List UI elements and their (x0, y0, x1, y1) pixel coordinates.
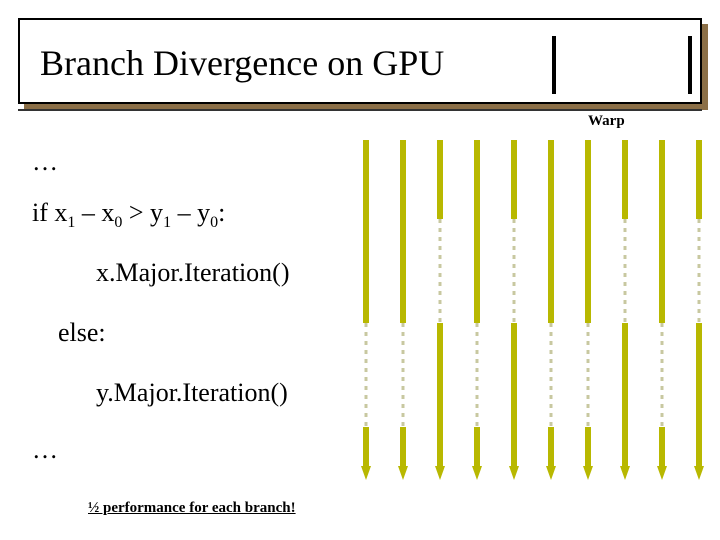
footnote: ½ performance for each branch! (88, 500, 296, 517)
code-if-line: if x1 – x0 > y1 – y0: (32, 198, 225, 232)
title-underline (18, 109, 702, 111)
warp-label: Warp (588, 113, 625, 130)
code-y-major: y.Major.Iteration() (96, 378, 288, 408)
code-dots-top: … (32, 147, 58, 177)
code-dots-bottom: … (32, 435, 58, 465)
code-else: else: (58, 318, 106, 348)
code-x-major: x.Major.Iteration() (96, 258, 290, 288)
warp-bracket (552, 36, 692, 94)
